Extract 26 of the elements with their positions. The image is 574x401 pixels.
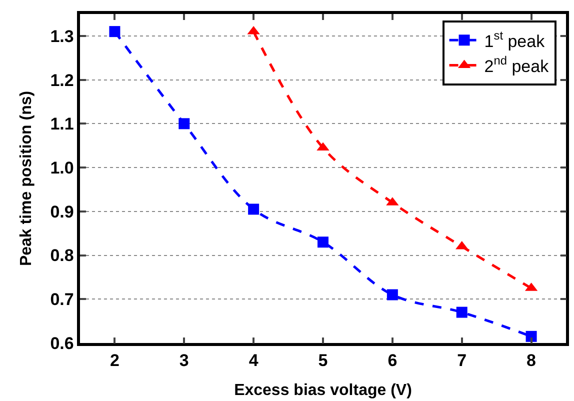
legend-label: 2$^{nd}$ peak: [484, 54, 550, 76]
legend-label: 1$^{st}$ peak: [484, 28, 546, 51]
y-tick-label: 0.7: [50, 290, 74, 310]
y-tick-label: 1.3: [50, 26, 74, 46]
y-axis-title: Peak time position (ns): [18, 90, 36, 266]
x-tick-label: 2: [110, 351, 120, 370]
point: [526, 330, 537, 342]
x-tick-label: 3: [179, 351, 189, 370]
y-tick-label: 0.8: [50, 246, 74, 266]
point: [178, 118, 190, 130]
point: [109, 26, 120, 38]
point: [386, 289, 398, 300]
x-tick-label: 7: [457, 351, 467, 370]
point: [318, 236, 328, 248]
y-tick-label: 0.6: [50, 334, 74, 353]
y-tick-label: 1.2: [50, 70, 74, 90]
point: [248, 204, 260, 215]
x-tick-label: 4: [248, 351, 259, 370]
x-tick-label: 5: [318, 351, 328, 370]
point: [456, 306, 468, 318]
y-tick-label: 0.9: [50, 202, 74, 222]
y-tick-label: 1.1: [50, 114, 74, 134]
y-tick-label: 1.0: [50, 158, 74, 178]
x-tick-label: 6: [388, 351, 398, 370]
x-tick-label: 8: [526, 351, 536, 370]
x-axis-title: Excess bias voltage (V): [234, 382, 412, 399]
